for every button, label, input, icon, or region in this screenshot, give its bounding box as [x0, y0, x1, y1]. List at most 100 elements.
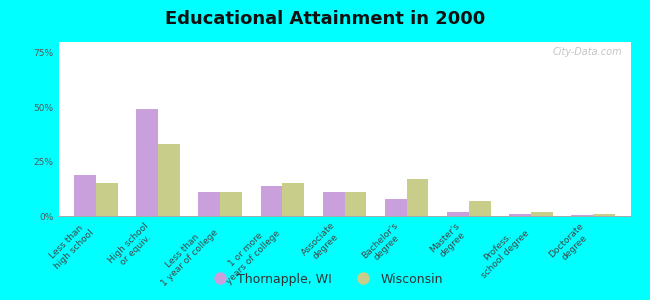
- Bar: [58, 42, 630, 43]
- Bar: [58, 42, 630, 43]
- Bar: [58, 42, 630, 43]
- Bar: [58, 42, 630, 43]
- Bar: [58, 42, 630, 43]
- Bar: [58, 42, 630, 43]
- Bar: [58, 42, 630, 43]
- Bar: [58, 42, 630, 43]
- Bar: [58, 42, 630, 43]
- Bar: [58, 42, 630, 43]
- Bar: [58, 42, 630, 43]
- Bar: [58, 42, 630, 43]
- Bar: [58, 42, 630, 43]
- Bar: [58, 42, 630, 43]
- Bar: [58, 42, 630, 43]
- Bar: [58, 42, 630, 43]
- Bar: [58, 42, 630, 43]
- Bar: [58, 42, 630, 43]
- Bar: [58, 42, 630, 43]
- Bar: [58, 42, 630, 43]
- Bar: [58, 42, 630, 43]
- Bar: [58, 42, 630, 43]
- Bar: [58, 42, 630, 43]
- Bar: [58, 42, 630, 43]
- Bar: [58, 42, 630, 43]
- Bar: [58, 42, 630, 43]
- Bar: [58, 42, 630, 43]
- Bar: [58, 42, 630, 43]
- Bar: [58, 42, 630, 43]
- Bar: [58, 42, 630, 43]
- Bar: [58, 42, 630, 43]
- Bar: [58, 42, 630, 43]
- Bar: [58, 42, 630, 43]
- Bar: [58, 42, 630, 43]
- Bar: [58, 42, 630, 43]
- Bar: [58, 42, 630, 43]
- Bar: [58, 42, 630, 43]
- Bar: [58, 42, 630, 43]
- Bar: [58, 42, 630, 43]
- Bar: [58, 42, 630, 43]
- Bar: [58, 42, 630, 43]
- Bar: [58, 42, 630, 43]
- Bar: [58, 42, 630, 43]
- Bar: [58, 42, 630, 43]
- Bar: [58, 42, 630, 43]
- Bar: [158, 144, 180, 216]
- Bar: [58, 42, 630, 43]
- Bar: [58, 42, 630, 43]
- Bar: [58, 42, 630, 43]
- Bar: [58, 42, 630, 43]
- Bar: [58, 42, 630, 43]
- Bar: [58, 42, 630, 43]
- Bar: [58, 42, 630, 43]
- Bar: [531, 212, 552, 216]
- Bar: [58, 42, 630, 43]
- Bar: [58, 42, 630, 43]
- Bar: [58, 42, 630, 43]
- Bar: [58, 42, 630, 43]
- Bar: [58, 42, 630, 43]
- Bar: [58, 42, 630, 43]
- Bar: [58, 42, 630, 43]
- Bar: [58, 42, 630, 43]
- Bar: [58, 42, 630, 43]
- Bar: [58, 42, 630, 43]
- Bar: [58, 42, 630, 43]
- Bar: [58, 42, 630, 43]
- Bar: [58, 42, 630, 43]
- Bar: [58, 42, 630, 43]
- Bar: [58, 42, 630, 43]
- Bar: [58, 42, 630, 43]
- Bar: [58, 42, 630, 43]
- Bar: [58, 42, 630, 43]
- Bar: [58, 42, 630, 43]
- Bar: [58, 42, 630, 43]
- Bar: [58, 42, 630, 43]
- Bar: [58, 42, 630, 43]
- Bar: [58, 42, 630, 43]
- Bar: [58, 42, 630, 43]
- Bar: [58, 42, 630, 43]
- Bar: [58, 42, 630, 43]
- Bar: [58, 42, 630, 43]
- Bar: [58, 42, 630, 43]
- Bar: [58, 42, 630, 43]
- Bar: [58, 42, 630, 43]
- Bar: [58, 42, 630, 43]
- Bar: [58, 42, 630, 43]
- Bar: [58, 42, 630, 43]
- Bar: [58, 42, 630, 43]
- Bar: [58, 42, 630, 43]
- Bar: [58, 42, 630, 43]
- Bar: [58, 42, 630, 43]
- Bar: [58, 42, 630, 43]
- Bar: [58, 42, 630, 43]
- Bar: [58, 42, 630, 43]
- Bar: [58, 42, 630, 43]
- Bar: [58, 42, 630, 43]
- Bar: [58, 42, 630, 43]
- Bar: [385, 199, 407, 216]
- Bar: [58, 42, 630, 43]
- Bar: [58, 42, 630, 43]
